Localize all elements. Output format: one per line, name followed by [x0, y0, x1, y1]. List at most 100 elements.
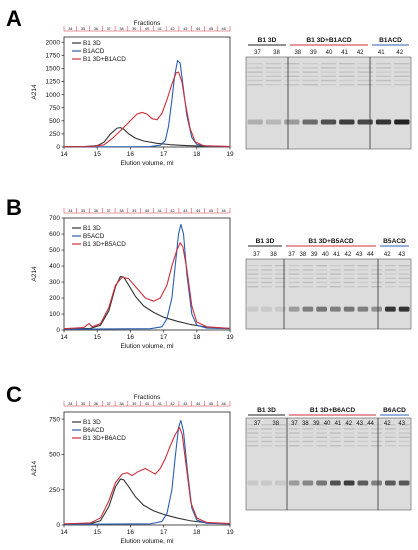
gel-upper-band [261, 428, 272, 430]
gel-lane-label: 38 [294, 50, 301, 56]
x-tick-label: 14 [60, 529, 68, 536]
gel-upper-band [330, 286, 341, 288]
y-tick-label: 500 [49, 452, 60, 459]
gel-upper-band [357, 84, 373, 86]
gel-upper-band [247, 286, 259, 288]
gel-upper-band [275, 436, 286, 438]
gel-upper-band [316, 273, 327, 275]
series-line-0 [63, 478, 231, 525]
gel-band [385, 480, 396, 486]
gel-upper-band [316, 277, 327, 279]
gel-upper-band [339, 84, 355, 86]
gel-upper-band [261, 436, 272, 438]
gel-upper-band [343, 428, 355, 430]
fractions-title: Fractions [134, 20, 161, 27]
y-tick-label: 250 [49, 131, 60, 138]
gel-lane-label: 43 [356, 252, 363, 258]
fraction-label: 45 [209, 402, 213, 406]
gel-upper-band [288, 436, 300, 438]
gel-band [343, 306, 355, 312]
gel-upper-band [343, 273, 355, 275]
gel-upper-band [357, 265, 369, 267]
gel-upper-band [247, 445, 259, 447]
gel-upper-band [330, 424, 341, 426]
y-tick-label: 1000 [46, 92, 61, 99]
fraction-label: 37 [107, 402, 111, 406]
legend-label: B1 3D [83, 225, 101, 232]
gel-upper-band [320, 63, 337, 65]
gel-upper-band [357, 436, 369, 438]
y-tick-label: 0 [56, 144, 60, 151]
gel-upper-band [284, 79, 300, 82]
gel-band [261, 480, 272, 486]
x-tick-label: 18 [193, 529, 201, 536]
gel-upper-band [247, 269, 259, 271]
gel-band [385, 306, 396, 312]
fraction-label: 35 [81, 27, 85, 31]
y-tick-label: 1250 [46, 79, 61, 86]
gel-upper-band [316, 286, 327, 288]
gel-upper-band [385, 440, 396, 443]
gel-upper-band [302, 277, 314, 279]
gel-band [284, 119, 300, 125]
gel-upper-band [275, 428, 286, 430]
fraction-label: 45 [209, 27, 213, 31]
panel-b: B 34 35 36 37 38 39 40 41 42 43 44 45 46 14 15 16 17 18 19 0… [6, 195, 412, 350]
gel-group-label: B1 3D+B1ACD [306, 37, 351, 44]
y-tick-label: 400 [49, 263, 60, 270]
gel-upper-band [265, 79, 282, 82]
x-tick-label: 15 [94, 334, 102, 341]
gel-upper-band [302, 445, 314, 447]
gel-upper-band [284, 75, 300, 77]
gel-upper-band [261, 281, 272, 284]
fraction-label: 38 [119, 402, 123, 406]
gel-upper-band [343, 445, 355, 447]
gel-upper-band [357, 286, 369, 288]
gel-upper-band [288, 424, 300, 426]
y-tick-label: 0 [56, 522, 60, 529]
gel-upper-band [320, 67, 337, 69]
gel-band [330, 306, 341, 312]
gel-upper-band [385, 445, 396, 447]
fraction-label: 37 [107, 209, 111, 213]
y-tick-label: 1750 [46, 53, 61, 60]
fraction-label: 34 [68, 209, 72, 213]
gel-upper-band [261, 445, 272, 447]
gel-lane-label: 42 [384, 252, 391, 258]
fraction-label: 36 [94, 27, 98, 31]
gel-upper-band [339, 71, 355, 73]
gel-upper-band [398, 265, 410, 267]
fraction-label: 43 [183, 402, 187, 406]
gel-upper-band [330, 445, 341, 447]
gel-upper-band [265, 63, 282, 65]
gel-upper-band [284, 71, 300, 73]
gel-upper-band [398, 432, 410, 434]
gel-upper-band [385, 424, 396, 426]
gel-group-label: B1 3D [256, 238, 275, 245]
gel-lane-label: 38 [270, 252, 277, 258]
gel-band [371, 306, 382, 312]
fraction-label: 40 [145, 209, 149, 213]
gel-upper-band [261, 432, 272, 434]
gel-upper-band [357, 445, 369, 447]
gel-upper-band [288, 432, 300, 434]
gel-upper-band [343, 440, 355, 443]
gel-upper-band [275, 440, 286, 443]
series-line-2 [63, 71, 231, 148]
gel-upper-band [398, 273, 410, 275]
gel-band [316, 306, 327, 312]
fraction-label: 41 [158, 209, 162, 213]
gel-upper-band [302, 79, 318, 82]
gel-band [302, 119, 318, 125]
gel-upper-band [316, 436, 327, 438]
gel-band [288, 480, 300, 486]
gel-upper-band [385, 432, 396, 434]
gel-upper-band [316, 428, 327, 430]
gel-upper-band [357, 281, 369, 284]
gel-upper-band [375, 79, 392, 82]
gel-upper-band [275, 269, 286, 271]
gel-upper-band [357, 71, 373, 73]
y-axis-label: A214 [31, 461, 38, 477]
plot-frame [63, 411, 231, 526]
